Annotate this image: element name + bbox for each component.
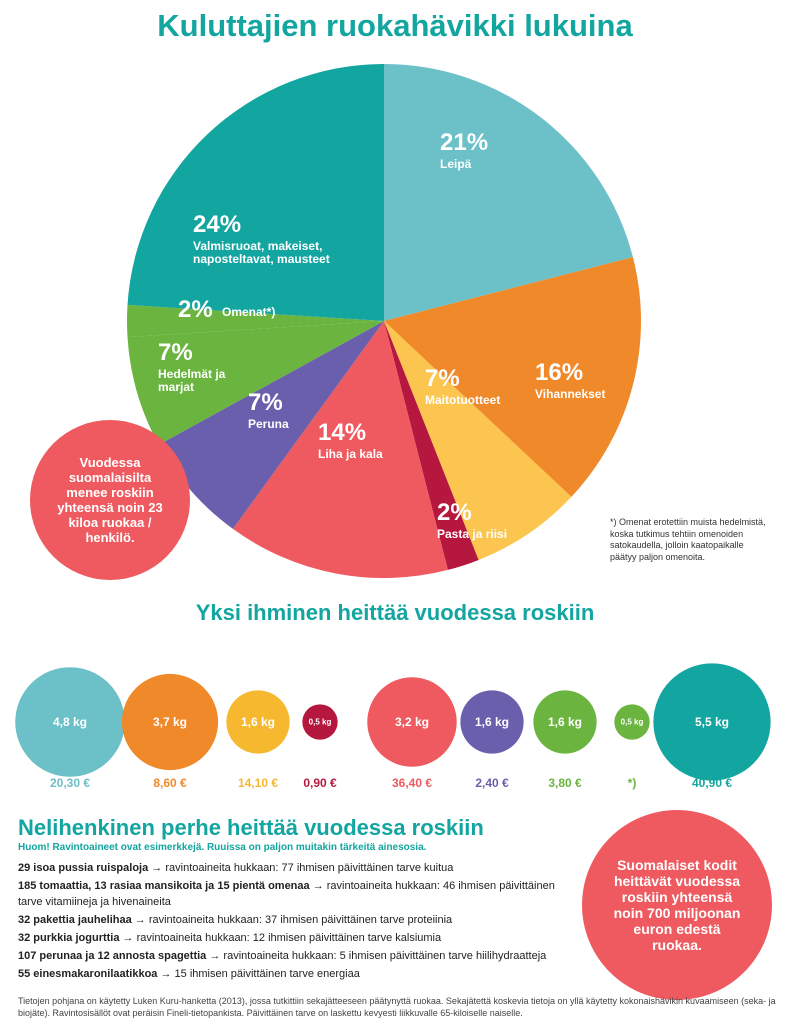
item-text: → ravintoaineita hukkaan: 5 ihmisen päiv… xyxy=(209,950,547,962)
pie-slice xyxy=(384,321,572,560)
slice-percent: 21% xyxy=(440,129,489,156)
cost-label: 40,90 € xyxy=(691,776,733,790)
item-bold: 29 isoa pussia ruispaloja xyxy=(18,862,149,874)
slice-label: Peruna xyxy=(248,417,289,431)
cost-label: *) xyxy=(627,776,637,790)
list-item: 107 perunaa ja 12 annosta spagettia → ra… xyxy=(18,948,578,964)
item-bold: 32 purkkia jogurttia xyxy=(18,932,120,944)
bubble-label: 1,6 kg xyxy=(547,715,583,729)
pie-slice xyxy=(384,257,641,497)
item-bold: 185 tomaattia, 13 rasiaa mansikoita ja 1… xyxy=(18,880,310,892)
footnote: *) Omenat erotettiin muista hedelmistä, … xyxy=(610,517,766,563)
pie-slice xyxy=(384,64,633,321)
cost-label: 2,40 € xyxy=(475,776,509,790)
item-bold: 107 perunaa ja 12 annosta spagettia xyxy=(18,950,207,962)
item-text: → ravintoaineita hukkaan: 77 ihmisen päi… xyxy=(151,862,454,874)
slice-label: Valmisruoat, makeiset, naposteltavat, ma… xyxy=(193,239,330,267)
slice-percent: 14% xyxy=(318,419,367,446)
slice-percent: 2% xyxy=(437,499,472,526)
cost-label: 0,90 € xyxy=(303,776,337,790)
item-text: → ravintoaineita hukkaan: 12 ihmisen päi… xyxy=(122,932,442,944)
slice-label: Pasta ja riisi xyxy=(437,527,508,541)
pie-slice xyxy=(127,304,385,338)
bubble xyxy=(653,663,771,781)
bubble-label: 1,6 kg xyxy=(240,715,276,729)
footer: Tietojen pohjana on käytetty Luken Kuru-… xyxy=(18,996,776,1019)
list-item: 185 tomaattia, 13 rasiaa mansikoita ja 1… xyxy=(18,878,578,910)
item-bold: 32 pakettia jauhelihaa xyxy=(18,914,132,926)
pie-slice xyxy=(232,321,448,578)
bubble xyxy=(367,677,457,767)
slice-label: Hedelmät ja marjat xyxy=(158,367,226,395)
bubble-label: 0,5 kg xyxy=(308,717,332,727)
bubble-label: 3,2 kg xyxy=(394,715,430,729)
bubble xyxy=(614,704,650,740)
bubble-title: Yksi ihminen heittää vuodessa roskiin xyxy=(195,600,595,625)
family-subtitle: Huom! Ravintoaineet ovat esimerkkejä. Ru… xyxy=(18,842,427,853)
slice-percent: 2% xyxy=(178,296,213,323)
bubble-label: 5,5 kg xyxy=(694,715,730,729)
slice-label: Maitotuotteet xyxy=(425,393,501,407)
cost-label: 3,80 € xyxy=(548,776,582,790)
list-item: 55 einesmakaronilaatikkoa → 15 ihmisen p… xyxy=(18,966,578,982)
cost-label: 36,40 € xyxy=(391,776,433,790)
item-bold: 55 einesmakaronilaatikkoa xyxy=(18,968,158,980)
slice-label: Vihannekset xyxy=(535,387,606,401)
title: Kuluttajien ruokahävikki lukuina xyxy=(157,8,633,43)
slice-label: Leipä xyxy=(440,157,472,171)
pie-slice xyxy=(384,321,479,570)
slice-label: Liha ja kala xyxy=(318,447,383,461)
family-list: 29 isoa pussia ruispaloja → ravintoainei… xyxy=(18,860,578,984)
slice-percent: 16% xyxy=(535,359,584,386)
bubble-label: 1,6 kg xyxy=(474,715,510,729)
callout: Suomalaiset kodit heittävät vuodessa ros… xyxy=(582,810,772,1000)
list-item: 32 purkkia jogurttia → ravintoaineita hu… xyxy=(18,930,578,946)
list-item: 32 pakettia jauhelihaa → ravintoaineita … xyxy=(18,912,578,928)
item-text: → ravintoaineita hukkaan: 46 ihmisen päi… xyxy=(18,880,555,908)
slice-percent: 7% xyxy=(248,389,283,416)
pie-slice xyxy=(127,321,384,445)
bubble xyxy=(460,690,524,754)
bubble xyxy=(15,667,125,777)
slice-percent: 7% xyxy=(158,339,193,366)
cost-label: 14,10 € xyxy=(237,776,279,790)
slice-percent: 7% xyxy=(425,365,460,392)
slice-label: Omenat*) xyxy=(222,305,276,319)
bubble-label: 0,5 kg xyxy=(620,717,644,727)
pie-slice xyxy=(127,64,384,321)
bubble xyxy=(121,673,219,771)
item-text: → ravintoaineita hukkaan: 37 ihmisen päi… xyxy=(134,914,453,926)
cost-label: 8,60 € xyxy=(153,776,187,790)
bubble-label: 4,8 kg xyxy=(52,715,88,729)
callout: Vuodessa suomalaisilta menee roskiin yht… xyxy=(30,420,190,580)
bubble xyxy=(226,690,290,754)
slice-percent: 24% xyxy=(193,211,242,238)
item-text: → 15 ihmisen päivittäinen tarve energiaa xyxy=(160,968,360,980)
bubble-label: 3,7 kg xyxy=(152,715,188,729)
pie-slice xyxy=(158,321,384,529)
bubble xyxy=(533,690,597,754)
family-title: Nelihenkinen perhe heittää vuodessa rosk… xyxy=(18,815,484,840)
cost-label: 20,30 € xyxy=(49,776,91,790)
list-item: 29 isoa pussia ruispaloja → ravintoainei… xyxy=(18,860,578,876)
bubble xyxy=(302,704,338,740)
